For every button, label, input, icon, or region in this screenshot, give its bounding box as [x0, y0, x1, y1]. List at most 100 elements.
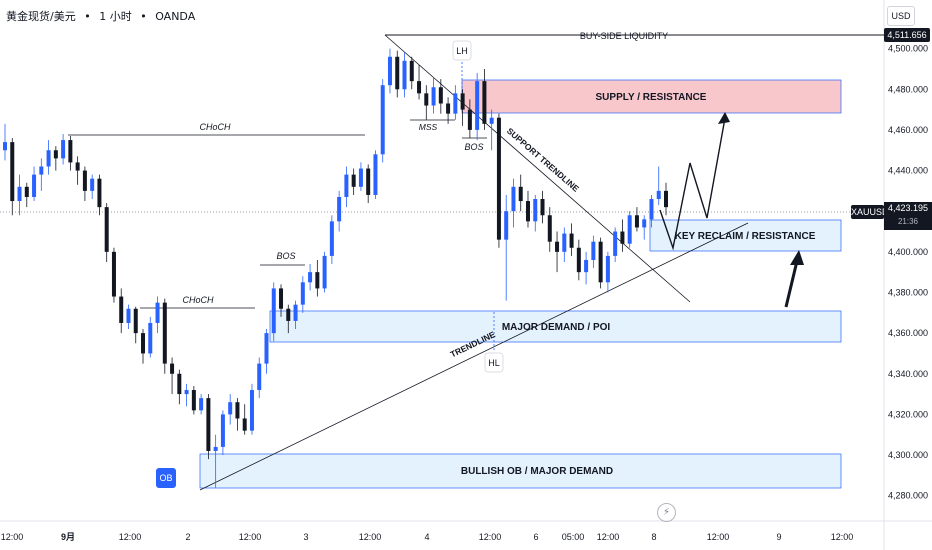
candle-body[interactable]: [656, 190, 661, 200]
candle-body[interactable]: [82, 170, 87, 191]
candle-body[interactable]: [46, 150, 51, 167]
candle-body[interactable]: [191, 390, 196, 411]
candle-body[interactable]: [344, 174, 349, 197]
candle-body[interactable]: [141, 333, 146, 354]
candle-body[interactable]: [598, 241, 603, 283]
lh-badge[interactable]: [452, 40, 472, 61]
candle-body[interactable]: [53, 150, 58, 159]
candle-body[interactable]: [97, 178, 102, 208]
candle-body[interactable]: [387, 56, 392, 86]
support-trendline-descending[interactable]: [384, 34, 691, 303]
candle-body[interactable]: [395, 56, 400, 90]
candle-body[interactable]: [511, 186, 516, 212]
candle-body[interactable]: [75, 162, 80, 171]
candle-body[interactable]: [199, 398, 204, 411]
candle-body[interactable]: [308, 272, 313, 283]
ascending-trendline[interactable]: [199, 222, 749, 491]
candle-body[interactable]: [126, 308, 131, 323]
candle-body[interactable]: [257, 363, 262, 391]
symbol-title[interactable]: 黄金现货/美元: [6, 10, 76, 23]
candle-body[interactable]: [249, 390, 254, 431]
candle-body[interactable]: [605, 255, 610, 283]
candle-body[interactable]: [467, 109, 472, 130]
candle-body[interactable]: [417, 81, 422, 94]
candle-body[interactable]: [24, 186, 29, 197]
candle-body[interactable]: [366, 168, 371, 195]
key-reclaim-zone[interactable]: [649, 219, 842, 252]
candle-body[interactable]: [627, 215, 632, 244]
candle-body[interactable]: [10, 142, 15, 202]
candle-body[interactable]: [424, 93, 429, 106]
candle-body[interactable]: [148, 322, 153, 354]
candle-body[interactable]: [264, 333, 269, 364]
candle-body[interactable]: [170, 363, 175, 374]
candle-body[interactable]: [525, 201, 530, 222]
candle-body[interactable]: [373, 154, 378, 195]
candle-body[interactable]: [591, 241, 596, 260]
candle-body[interactable]: [460, 93, 465, 110]
candle-body[interactable]: [271, 288, 276, 334]
candle-body[interactable]: [584, 259, 589, 273]
bullish-ob-zone[interactable]: [199, 453, 842, 489]
candle-body[interactable]: [286, 308, 291, 321]
candle-body[interactable]: [649, 199, 654, 220]
candle-body[interactable]: [642, 219, 647, 228]
candle-body[interactable]: [453, 93, 458, 114]
candle-body[interactable]: [337, 196, 342, 222]
candle-body[interactable]: [220, 414, 225, 447]
candle-body[interactable]: [569, 233, 574, 248]
candle-body[interactable]: [409, 60, 414, 82]
candle-body[interactable]: [664, 190, 668, 208]
candle-body[interactable]: [613, 231, 618, 256]
candle-body[interactable]: [119, 296, 124, 323]
candle-body[interactable]: [162, 302, 167, 364]
candle-body[interactable]: [547, 215, 552, 242]
candle-body[interactable]: [293, 304, 298, 321]
candle-body[interactable]: [32, 174, 37, 197]
candle-body[interactable]: [184, 390, 189, 395]
candle-body[interactable]: [351, 174, 356, 187]
candle-body[interactable]: [300, 282, 305, 305]
candle-body[interactable]: [177, 373, 182, 395]
candle-body[interactable]: [235, 402, 240, 419]
candle-body[interactable]: [496, 117, 501, 240]
candle-body[interactable]: [155, 302, 160, 323]
candle-body[interactable]: [438, 87, 443, 104]
major-demand-zone[interactable]: [269, 310, 842, 343]
candle-body[interactable]: [228, 402, 233, 415]
candle-body[interactable]: [482, 81, 487, 124]
candle-body[interactable]: [380, 85, 385, 155]
candle-body[interactable]: [446, 103, 451, 114]
candle-body[interactable]: [402, 60, 407, 90]
candle-body[interactable]: [242, 418, 247, 431]
candle-body[interactable]: [555, 241, 560, 252]
candle-body[interactable]: [358, 168, 363, 187]
candle-body[interactable]: [634, 215, 639, 228]
candle-body[interactable]: [576, 247, 581, 273]
candle-body[interactable]: [17, 186, 22, 202]
candle-body[interactable]: [329, 221, 334, 256]
hl-badge[interactable]: [484, 352, 504, 373]
candle-body[interactable]: [475, 81, 480, 130]
candle-body[interactable]: [533, 199, 538, 222]
candle-body[interactable]: [562, 233, 567, 252]
candle-body[interactable]: [104, 207, 109, 252]
candle-body[interactable]: [3, 142, 7, 151]
ob-badge[interactable]: [156, 468, 176, 488]
lightning-icon[interactable]: ⚡: [657, 503, 676, 522]
candle-body[interactable]: [61, 140, 66, 159]
candle-body[interactable]: [315, 272, 320, 289]
interval-label[interactable]: 1 小时: [99, 10, 132, 23]
candle-body[interactable]: [540, 199, 545, 216]
candle-body[interactable]: [431, 87, 436, 106]
candle-body[interactable]: [68, 140, 73, 163]
candle-body[interactable]: [489, 117, 494, 124]
candle-body[interactable]: [518, 186, 523, 202]
candle-body[interactable]: [620, 231, 625, 244]
candle-body[interactable]: [90, 178, 95, 191]
candle-body[interactable]: [213, 446, 218, 451]
candle-body[interactable]: [279, 288, 284, 309]
candle-body[interactable]: [111, 251, 116, 297]
candle-body[interactable]: [39, 166, 44, 175]
